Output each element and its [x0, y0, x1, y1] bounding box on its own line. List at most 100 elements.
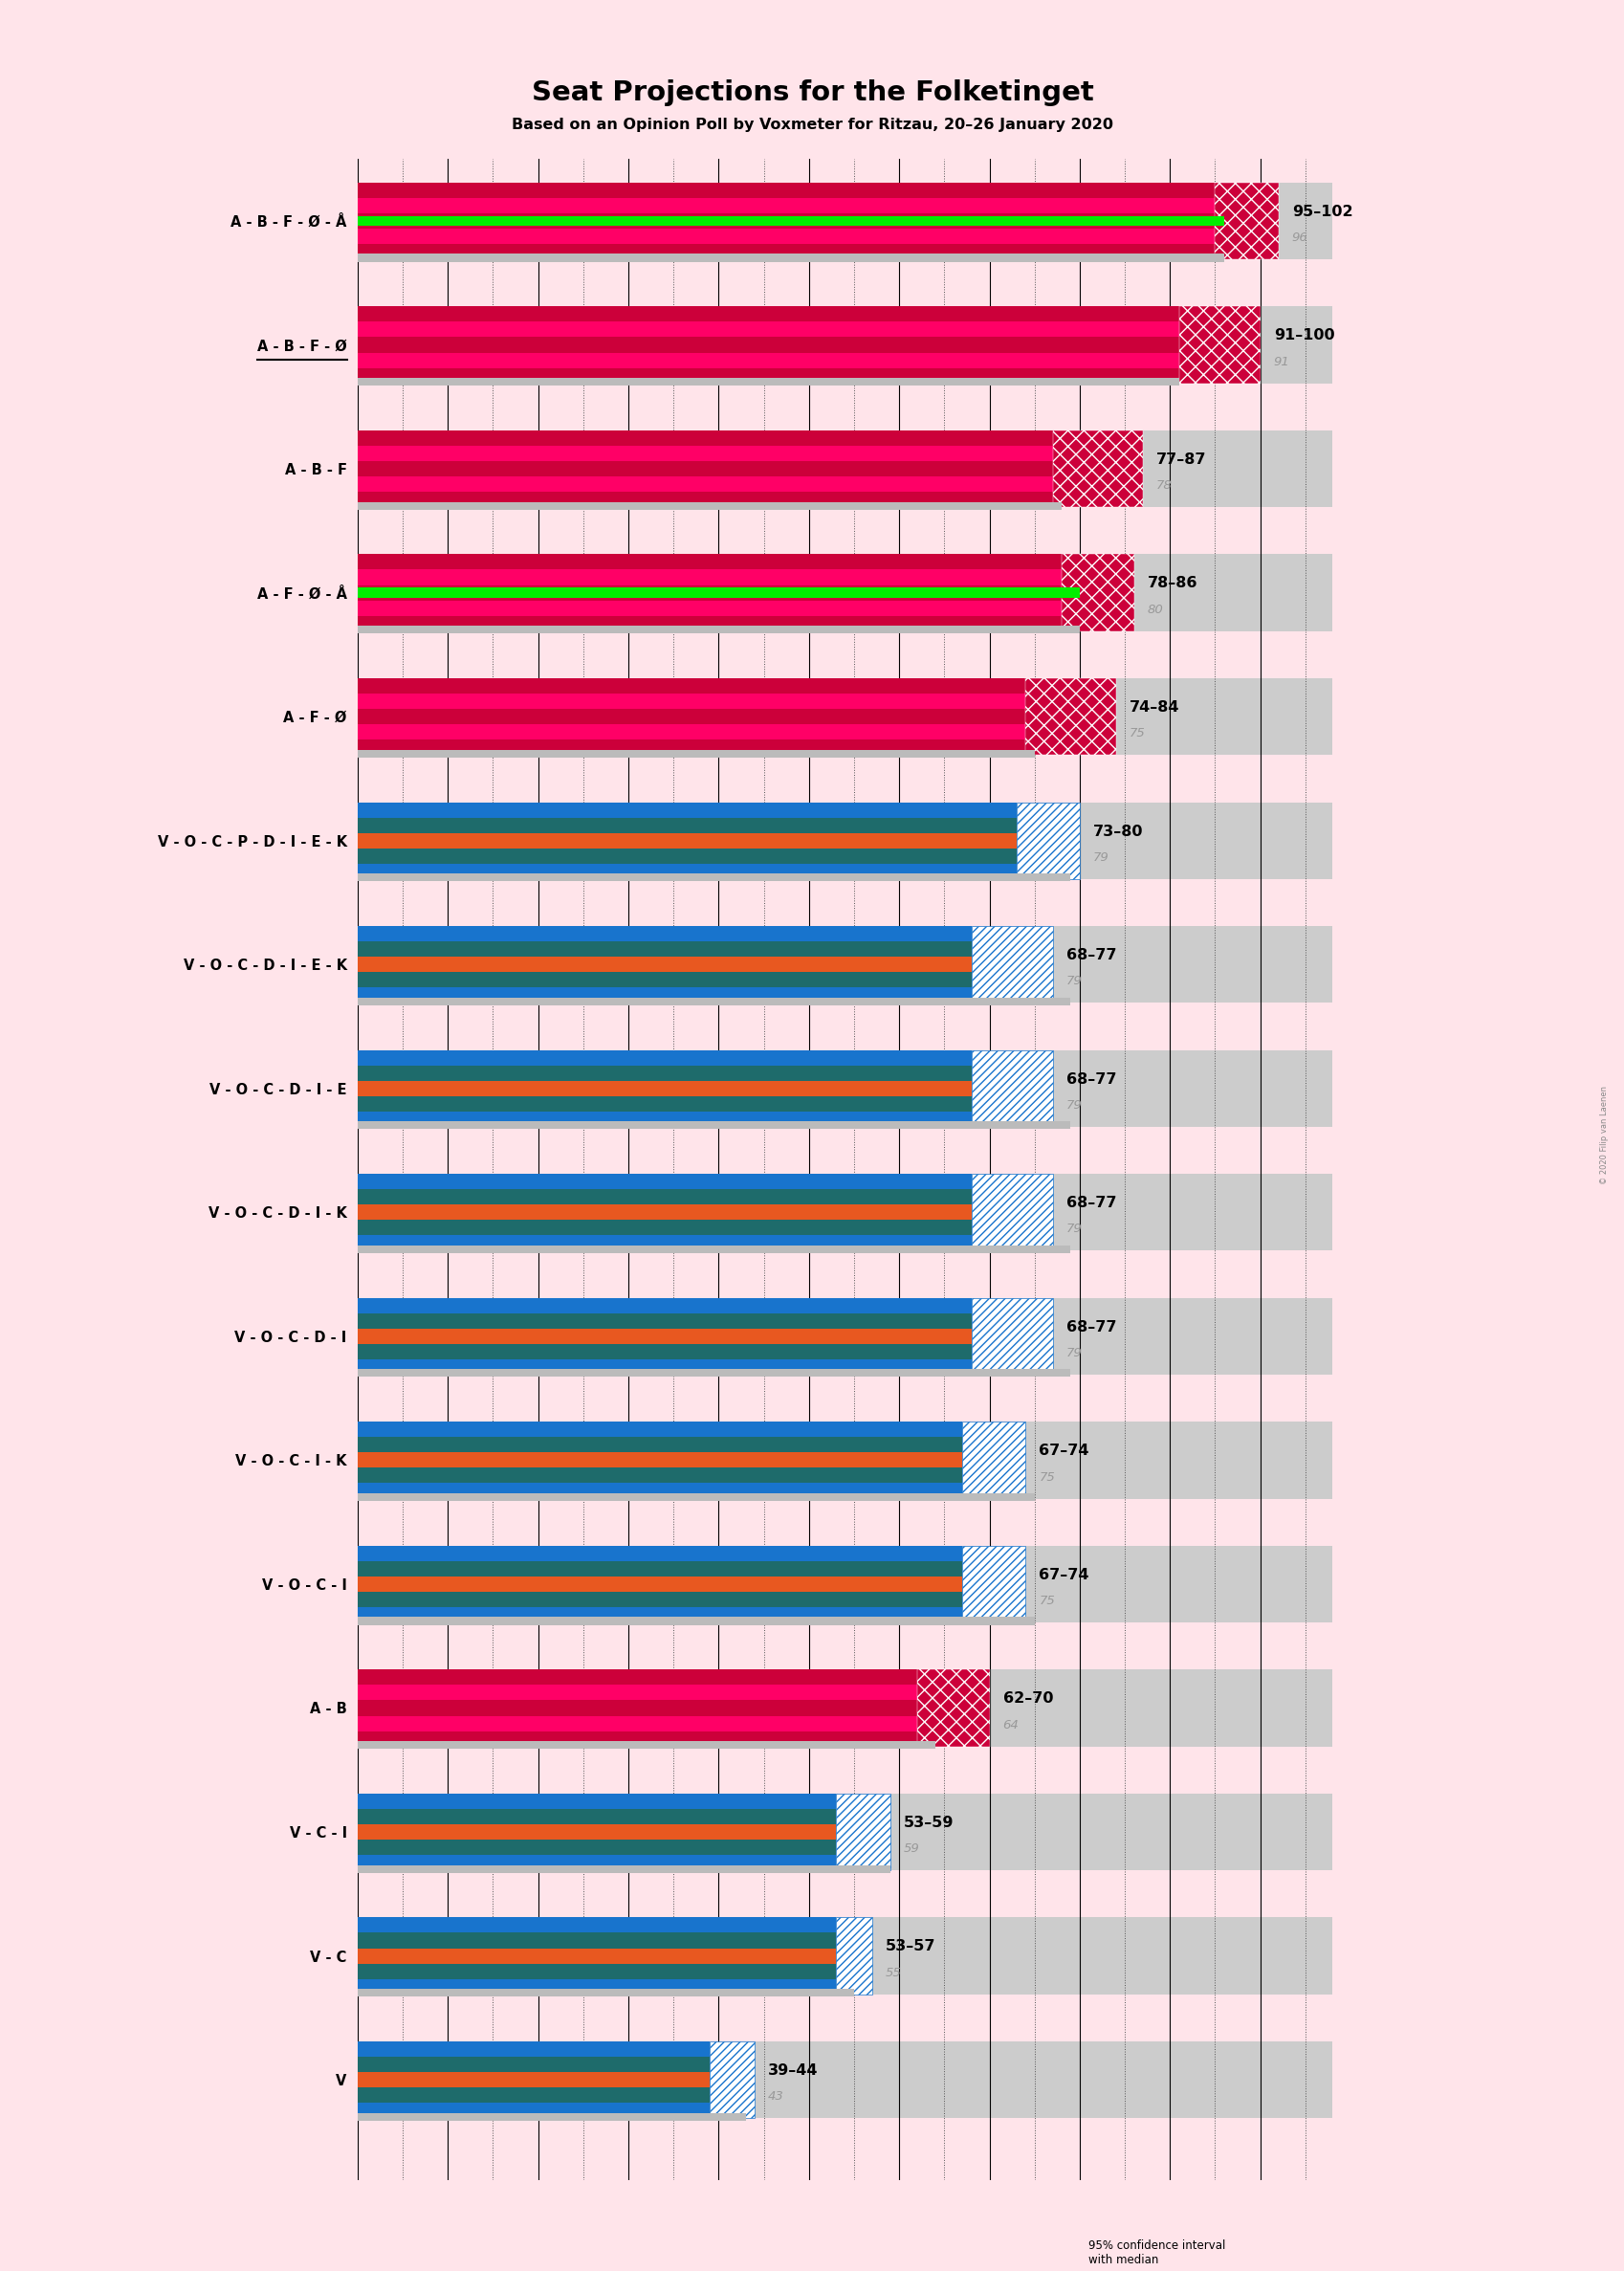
Bar — [357, 818, 1017, 833]
Bar — [357, 942, 971, 956]
Bar — [835, 1794, 890, 1871]
Bar — [357, 1245, 1070, 1254]
Text: 39–44: 39–44 — [768, 2064, 818, 2078]
Bar — [357, 182, 1332, 259]
Text: 78–86: 78–86 — [1147, 577, 1197, 590]
Bar — [357, 2103, 710, 2119]
Bar — [357, 1049, 971, 1065]
Bar — [357, 1081, 971, 1097]
Bar — [357, 377, 1179, 386]
Bar — [357, 724, 1025, 740]
Bar — [357, 1685, 916, 1701]
Bar — [961, 1547, 1025, 1621]
Bar — [357, 588, 1078, 597]
Bar — [357, 927, 971, 942]
Bar — [357, 229, 1215, 243]
Bar — [357, 754, 1332, 802]
Bar — [357, 997, 1070, 1006]
Bar — [357, 2087, 710, 2103]
Bar — [357, 2058, 710, 2071]
Bar — [357, 1917, 1332, 1994]
Bar — [357, 586, 1060, 600]
Bar — [357, 352, 1179, 368]
Text: 77–87: 77–87 — [1156, 452, 1207, 468]
Bar — [357, 307, 1332, 384]
Bar — [357, 1111, 971, 1126]
Bar — [357, 1978, 835, 1994]
Bar — [357, 1467, 961, 1483]
Bar — [357, 493, 1052, 506]
Bar — [357, 502, 1060, 509]
Bar — [357, 693, 1025, 709]
Bar — [1025, 679, 1116, 754]
Bar — [357, 1204, 971, 1220]
Bar — [357, 445, 1052, 461]
Bar — [357, 1494, 1034, 1501]
Bar — [357, 927, 1332, 1004]
Bar — [357, 1840, 835, 1855]
Bar — [357, 554, 1060, 570]
Bar — [357, 1097, 971, 1111]
Bar — [1060, 554, 1134, 631]
Bar — [357, 1453, 961, 1467]
Bar — [357, 461, 1052, 477]
Bar — [357, 477, 1052, 493]
Text: 75: 75 — [1038, 1594, 1054, 1608]
Bar — [357, 1174, 971, 1190]
Bar — [357, 863, 1017, 879]
Bar — [357, 833, 1017, 849]
Bar — [357, 213, 1215, 229]
Bar — [916, 1669, 989, 1746]
Bar — [357, 615, 1060, 631]
Text: 75: 75 — [1129, 727, 1145, 740]
Bar — [357, 802, 1017, 818]
Bar — [357, 1126, 1332, 1174]
Text: 78: 78 — [1156, 479, 1173, 493]
Bar — [357, 1964, 835, 1978]
Bar — [357, 1794, 835, 1810]
Bar — [357, 1824, 835, 1840]
Text: 74–84: 74–84 — [1129, 699, 1179, 715]
Bar — [357, 1065, 971, 1081]
Bar — [357, 1235, 971, 1251]
Bar — [357, 1049, 1332, 1126]
Text: 79: 79 — [1065, 1224, 1082, 1235]
Bar — [357, 849, 1017, 863]
Bar — [357, 988, 971, 1004]
Text: 67–74: 67–74 — [1038, 1444, 1088, 1458]
Bar — [357, 1742, 935, 1749]
Bar — [357, 740, 1025, 754]
Bar — [357, 874, 1070, 881]
Bar — [357, 1933, 835, 1949]
Text: 79: 79 — [1093, 852, 1109, 863]
Bar — [1052, 431, 1142, 506]
Text: Based on an Opinion Poll by Voxmeter for Ritzau, 20–26 January 2020: Based on an Opinion Poll by Voxmeter for… — [512, 118, 1112, 132]
Bar — [357, 1190, 971, 1204]
Bar — [357, 1669, 1332, 1746]
Bar — [357, 506, 1332, 554]
Bar — [357, 1701, 916, 1715]
Bar — [357, 2071, 710, 2087]
Text: Seat Projections for the Folketinget: Seat Projections for the Folketinget — [531, 79, 1093, 107]
Text: 95% confidence interval
with median: 95% confidence interval with median — [1088, 2239, 1224, 2266]
Bar — [357, 1731, 916, 1746]
Bar — [357, 1949, 835, 1964]
Bar — [357, 368, 1179, 384]
Bar — [357, 1004, 1332, 1049]
Bar — [357, 1917, 835, 1933]
Bar — [357, 802, 1332, 879]
Bar — [1179, 307, 1260, 384]
Bar — [357, 1746, 1332, 1794]
Bar — [357, 1297, 1332, 1374]
Bar — [357, 972, 971, 988]
Bar — [357, 1994, 1332, 2042]
Text: 79: 79 — [1065, 1099, 1082, 1111]
Bar — [357, 1669, 916, 1685]
Text: 68–77: 68–77 — [1065, 1319, 1116, 1333]
Bar — [357, 1871, 1332, 1917]
Bar — [357, 1864, 890, 1874]
Bar — [357, 198, 1215, 213]
Bar — [357, 1122, 1070, 1129]
Bar — [357, 1360, 971, 1374]
Text: 96: 96 — [1291, 232, 1307, 243]
